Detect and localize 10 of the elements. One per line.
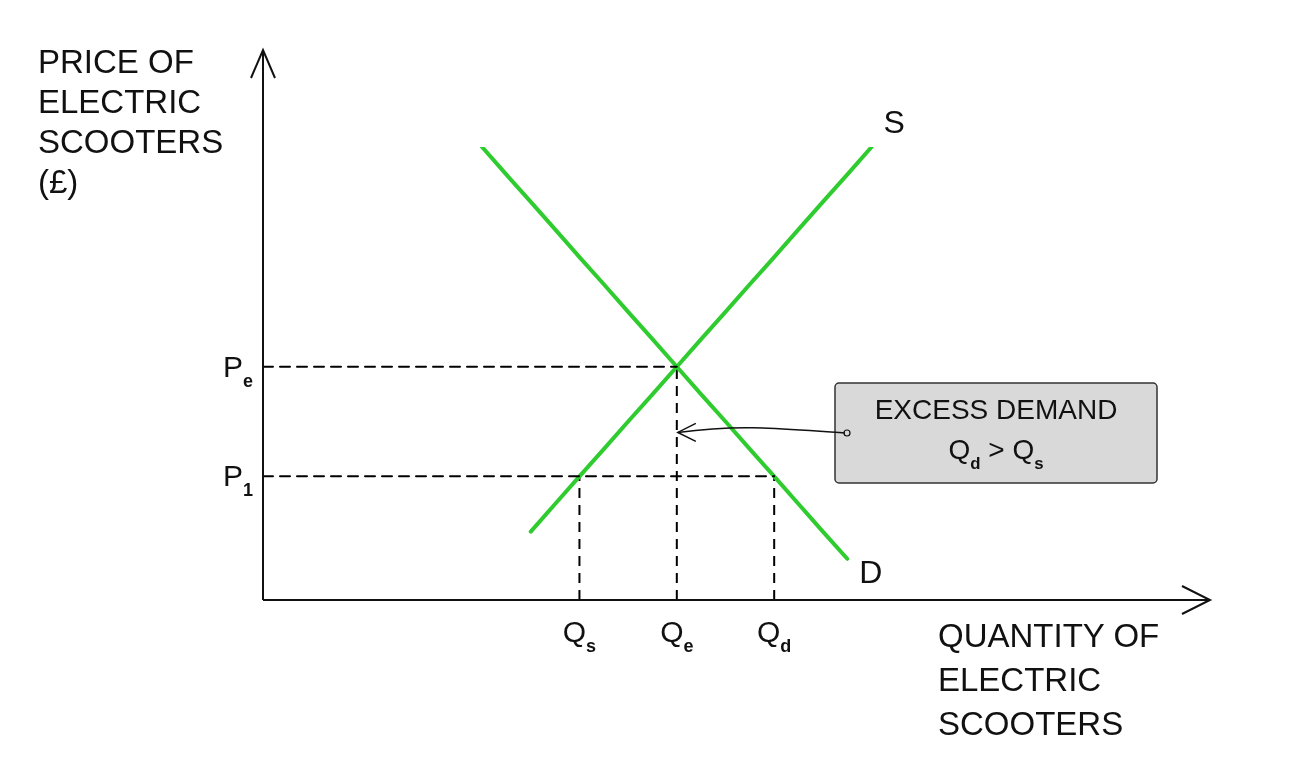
annotation: EXCESS DEMAND Q$_{d}$ > Q$_{s}$: [874, 394, 1118, 473]
x-axis-title: QUANTITY OF ELECTRIC SCOOTERS: [938, 617, 1160, 742]
series-label: P$_{1}$: [222, 459, 253, 501]
series-label: D: [859, 553, 883, 590]
x-tick-label: Q$_{e}$: [660, 615, 694, 656]
series-label: P$_{e}$: [222, 349, 253, 391]
series-label: S: [883, 104, 905, 140]
y-axis-title: PRICE OF ELECTRIC SCOOTERS (£): [38, 43, 224, 200]
x-tick-label: Q$_{s}$: [562, 615, 597, 656]
x-tick-label: Q$_{d}$: [757, 615, 792, 656]
